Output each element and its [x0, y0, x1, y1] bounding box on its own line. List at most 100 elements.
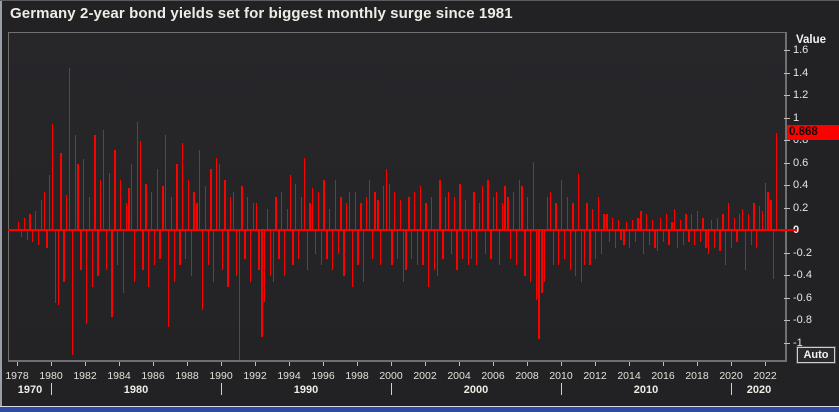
y-tick	[784, 72, 790, 74]
x-tick	[731, 362, 732, 366]
bar	[532, 162, 535, 231]
bar	[207, 231, 209, 265]
bar	[374, 191, 376, 231]
bar	[258, 231, 260, 271]
chart-title: Germany 2-year bond yields set for bigge…	[10, 5, 513, 22]
bar	[77, 163, 79, 231]
bar	[405, 231, 407, 271]
auto-scale-button[interactable]: Auto	[796, 346, 836, 364]
x-year-label: 2012	[583, 370, 607, 382]
bar	[761, 210, 764, 232]
bar	[102, 129, 105, 232]
bar	[312, 188, 314, 232]
bar	[346, 202, 348, 231]
y-tick	[784, 162, 790, 164]
bar	[255, 202, 257, 231]
bar	[433, 231, 436, 271]
bar	[411, 231, 413, 260]
bar	[725, 231, 727, 265]
decade-divider	[51, 383, 52, 395]
bar	[94, 135, 96, 231]
bar	[37, 231, 40, 245]
y-tick	[784, 140, 790, 141]
plot-area[interactable]	[8, 32, 786, 361]
bar	[100, 180, 102, 231]
bar	[583, 231, 585, 265]
bar	[216, 157, 218, 231]
x-tick	[629, 362, 630, 366]
taskbar-strip	[0, 407, 839, 412]
bar	[577, 173, 580, 231]
bar	[119, 180, 122, 231]
x-year-label: 1992	[243, 370, 267, 382]
bar	[495, 191, 498, 231]
bar	[360, 202, 362, 231]
bar	[179, 231, 181, 265]
y-tick-label: -0.8	[793, 314, 812, 326]
bar	[303, 157, 305, 231]
bar	[546, 197, 549, 232]
bar	[351, 231, 354, 288]
bar	[176, 163, 178, 231]
bar	[498, 231, 501, 265]
bar	[190, 231, 192, 276]
x-tick	[323, 362, 324, 366]
bar	[575, 231, 577, 276]
bar	[317, 191, 320, 231]
bar	[74, 135, 76, 231]
y-tick-label: 1	[793, 111, 800, 124]
bar	[549, 191, 552, 231]
x-tick	[153, 362, 154, 366]
bar	[232, 191, 235, 231]
y-tick	[784, 297, 790, 299]
x-year-label: 1978	[5, 370, 29, 382]
bar	[727, 202, 730, 231]
bar	[388, 183, 390, 232]
bar	[295, 183, 297, 232]
bar	[60, 153, 62, 231]
bar	[470, 231, 472, 260]
x-tick	[51, 362, 52, 366]
bar	[631, 219, 634, 232]
y-tick-label: -0.2	[793, 246, 812, 259]
bar	[281, 191, 283, 231]
x-year-label: 1994	[277, 370, 301, 382]
bar	[365, 197, 368, 232]
bar	[162, 186, 164, 231]
bar	[309, 202, 311, 231]
bar	[286, 208, 289, 231]
bar	[750, 231, 752, 245]
bar	[617, 219, 619, 232]
bar	[314, 231, 317, 254]
x-axis-line	[8, 361, 787, 362]
x-year-label: 1986	[141, 370, 165, 382]
bar	[742, 208, 744, 231]
bar	[83, 159, 85, 231]
decade-divider	[731, 383, 732, 395]
bar	[422, 231, 424, 265]
bar	[320, 231, 322, 265]
bar	[227, 231, 229, 288]
bar	[108, 172, 110, 231]
bar	[165, 135, 167, 231]
bar	[447, 191, 450, 231]
bar	[224, 180, 226, 231]
x-tick	[663, 362, 664, 366]
bar	[238, 231, 240, 361]
bar	[467, 231, 470, 265]
x-tick	[221, 362, 222, 366]
bar	[20, 231, 23, 237]
bar	[213, 231, 215, 282]
bar	[473, 191, 475, 231]
bar	[654, 231, 656, 248]
bar	[713, 231, 716, 248]
bar	[230, 197, 232, 232]
bar	[538, 231, 540, 339]
bar	[125, 202, 127, 231]
bar	[628, 231, 631, 248]
y-tick	[784, 320, 790, 321]
bar	[640, 210, 642, 232]
window-left-border	[0, 1, 2, 412]
bar	[589, 231, 591, 265]
